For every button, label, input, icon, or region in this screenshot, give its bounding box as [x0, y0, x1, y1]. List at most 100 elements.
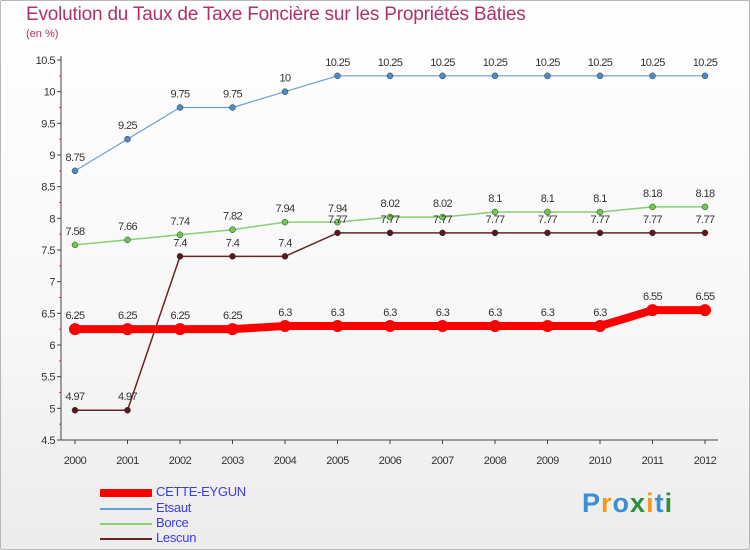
data-label: 8.02 [380, 198, 399, 210]
data-point [334, 72, 341, 80]
data-label: 6.3 [593, 307, 607, 319]
data-point [544, 72, 551, 80]
data-label: 10.25 [588, 57, 613, 69]
data-label: 8.18 [695, 188, 714, 200]
data-label: 7.77 [380, 214, 399, 226]
data-point [279, 320, 291, 332]
data-point [281, 218, 289, 226]
y-tick-label: 9.5 [41, 118, 55, 130]
data-point [489, 320, 501, 332]
data-point [386, 72, 394, 80]
data-label: 7.77 [695, 214, 714, 226]
data-label: 6.25 [65, 310, 84, 322]
logo-letter: r [601, 488, 613, 518]
data-label: 6.25 [170, 310, 189, 322]
data-label: 7.74 [170, 216, 189, 228]
data-label: 6.3 [488, 307, 502, 319]
data-label: 10.25 [483, 57, 508, 69]
data-label: 8.1 [593, 193, 607, 205]
data-point [646, 304, 659, 317]
data-label: 6.3 [331, 307, 345, 319]
data-point [334, 229, 341, 237]
data-point [491, 72, 499, 80]
data-point [386, 213, 394, 221]
data-label: 6.3 [278, 307, 292, 319]
logo-letter: x [630, 488, 647, 518]
data-point [386, 229, 394, 237]
data-label: 8.18 [643, 188, 662, 200]
legend-swatch-cette-eygun [100, 489, 152, 497]
y-tick-label: 5 [49, 403, 55, 415]
data-point [174, 323, 186, 336]
data-point [701, 229, 709, 237]
data-label: 9.75 [170, 89, 189, 101]
data-point [596, 229, 604, 237]
data-point [439, 72, 446, 80]
y-tick-label: 6 [49, 340, 55, 352]
data-label: 8.1 [541, 193, 555, 205]
data-label: 6.3 [436, 307, 450, 319]
y-tick-label: 8 [49, 213, 55, 225]
data-label: 4.97 [118, 391, 137, 403]
y-tick-label: 5.5 [41, 372, 55, 384]
x-tick-label: 2009 [536, 455, 559, 467]
y-tick-label: 9 [49, 150, 55, 162]
data-point [594, 320, 606, 332]
logo-letter: o [612, 488, 631, 518]
data-label: 7.82 [223, 211, 242, 223]
x-tick-label: 2006 [379, 455, 402, 467]
data-point [544, 208, 551, 216]
data-point [436, 320, 449, 332]
chart-title: Evolution du Taux de Taxe Foncière sur l… [26, 4, 526, 25]
data-point [71, 241, 79, 249]
data-point [71, 167, 79, 175]
data-point [541, 320, 554, 332]
data-point [121, 323, 134, 336]
proxiti-logo: Proxiti [582, 488, 673, 519]
data-label: 7.4 [278, 237, 292, 249]
data-label: 10.25 [640, 57, 665, 69]
x-tick-label: 2003 [221, 455, 244, 467]
data-label: 10.25 [378, 57, 403, 69]
data-label: 10.25 [535, 57, 560, 69]
data-point [384, 320, 396, 332]
data-point [701, 72, 709, 80]
data-point [544, 229, 551, 237]
data-label: 6.3 [383, 307, 397, 319]
data-label: 6.25 [223, 310, 242, 322]
data-label: 7.94 [328, 203, 347, 215]
x-tick-label: 2010 [589, 455, 612, 467]
data-label: 10.25 [693, 57, 718, 69]
data-label: 4.97 [65, 391, 84, 403]
y-tick-label: 7.5 [41, 245, 55, 257]
data-label: 7.58 [65, 226, 84, 238]
y-tick-label: 10 [44, 87, 56, 99]
x-tick-label: 2012 [694, 455, 717, 467]
legend-swatch-lescun [100, 538, 152, 540]
data-point [596, 72, 604, 80]
data-point [69, 323, 81, 336]
data-label: 8.02 [433, 198, 452, 210]
data-point [124, 236, 131, 244]
data-point [281, 88, 289, 95]
data-point [124, 135, 131, 143]
data-point [229, 104, 236, 111]
data-label: 7.77 [538, 214, 557, 226]
data-label: 7.94 [275, 203, 294, 215]
data-label: 7.77 [590, 214, 609, 226]
data-point [491, 229, 499, 237]
data-point [176, 253, 184, 260]
y-tick-label: 10.5 [36, 55, 56, 67]
data-label: 7.4 [226, 237, 240, 249]
x-tick-label: 2007 [431, 455, 454, 467]
y-tick-label: 7 [49, 277, 55, 289]
data-point [649, 203, 656, 211]
data-point [176, 231, 184, 239]
data-label: 7.77 [485, 214, 504, 226]
logo-letter: P [582, 488, 602, 518]
y-tick-label: 8.5 [41, 182, 55, 194]
data-point [649, 229, 656, 237]
